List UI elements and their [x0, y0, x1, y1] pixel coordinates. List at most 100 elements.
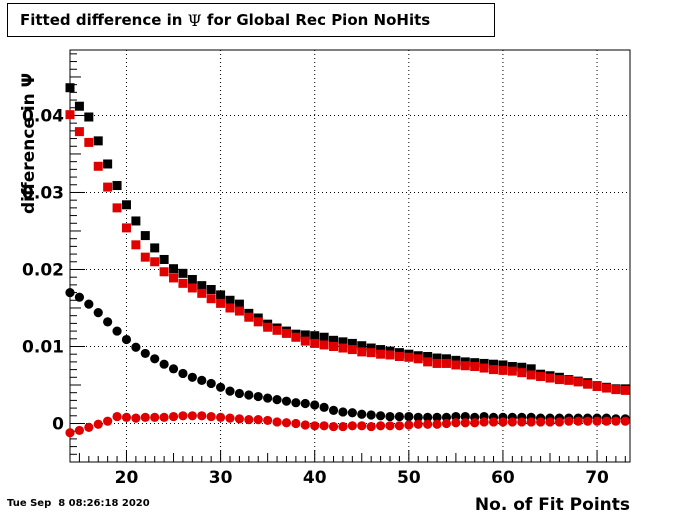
data-point — [140, 231, 150, 241]
data-point — [507, 417, 517, 427]
data-point — [253, 317, 263, 327]
data-point — [74, 425, 85, 436]
series-3 — [65, 287, 630, 424]
data-point — [84, 112, 94, 122]
data-point — [103, 416, 113, 426]
data-point — [328, 421, 339, 432]
data-point — [178, 268, 188, 278]
data-point — [507, 366, 517, 376]
data-point — [319, 340, 329, 350]
data-point — [347, 408, 357, 418]
data-point — [479, 417, 489, 427]
data-point — [498, 417, 508, 427]
data-point — [206, 378, 216, 389]
data-point — [423, 351, 433, 361]
data-point — [197, 411, 207, 421]
data-point — [357, 341, 367, 351]
data-point — [489, 365, 499, 375]
data-point — [225, 303, 235, 313]
data-point — [215, 382, 226, 392]
data-point — [103, 182, 113, 192]
data-point — [413, 354, 423, 364]
data-point — [187, 283, 197, 293]
data-point — [178, 411, 188, 421]
data-point — [131, 413, 141, 423]
data-point — [470, 362, 480, 372]
data-point — [131, 216, 141, 226]
data-point — [281, 418, 292, 428]
data-point — [103, 317, 113, 327]
data-point — [451, 355, 461, 365]
data-point — [423, 419, 433, 429]
y-tick-label: 0.01 — [22, 337, 64, 357]
data-point — [263, 393, 273, 403]
data-point — [93, 161, 103, 171]
data-point — [112, 181, 122, 191]
data-point — [319, 402, 329, 412]
y-tick-label: 0.04 — [22, 106, 64, 126]
data-point — [441, 354, 451, 364]
data-point — [121, 223, 131, 233]
data-point — [159, 254, 169, 264]
data-point — [423, 412, 433, 422]
data-point — [150, 257, 160, 267]
x-tick-label: 70 — [585, 468, 609, 488]
data-point — [385, 350, 395, 360]
title-suffix: for Global Rec Pion NoHits — [206, 11, 431, 29]
data-point — [451, 418, 461, 428]
timestamp: Tue Sep 8 08:26:18 2020 — [7, 498, 150, 509]
data-point — [366, 421, 376, 432]
data-point — [404, 352, 414, 362]
data-point — [263, 415, 273, 426]
data-point — [159, 359, 169, 369]
x-tick-label: 60 — [491, 468, 515, 488]
data-point — [281, 328, 291, 338]
data-point — [187, 372, 197, 382]
data-point — [93, 308, 103, 318]
grid — [70, 50, 630, 462]
data-point — [545, 417, 555, 427]
data-point — [366, 343, 376, 353]
data-point — [197, 281, 207, 291]
data-point — [432, 358, 442, 368]
data-point — [225, 295, 235, 305]
data-point — [526, 417, 536, 427]
data-point — [234, 306, 244, 316]
data-point — [488, 417, 499, 427]
data-point — [74, 292, 85, 302]
data-point — [103, 159, 113, 169]
data-point — [319, 421, 329, 431]
data-point — [234, 299, 244, 309]
data-point — [206, 411, 216, 422]
data-point — [479, 363, 489, 373]
data-point — [460, 418, 470, 428]
data-point — [376, 345, 386, 355]
data-point — [93, 136, 103, 146]
data-point — [536, 372, 546, 382]
data-point — [394, 421, 405, 431]
data-point — [272, 325, 282, 335]
data-point — [385, 421, 395, 431]
axis-ticks: 20 30 40 50 60 70 0 0.01 0.02 0.03 0.04 — [22, 53, 626, 488]
data-point — [394, 351, 404, 361]
data-point — [150, 412, 160, 422]
data-point — [300, 398, 310, 409]
data-point — [611, 385, 621, 395]
data-point — [441, 418, 452, 429]
data-point — [545, 373, 555, 383]
data-point — [385, 411, 395, 422]
data-point — [310, 338, 320, 348]
data-point — [573, 377, 583, 387]
data-point — [441, 358, 451, 368]
data-point — [517, 368, 527, 378]
data-point — [583, 379, 593, 389]
data-point — [112, 203, 122, 213]
data-point — [74, 101, 84, 111]
data-point — [338, 421, 348, 432]
data-point — [611, 416, 621, 426]
data-point — [329, 341, 339, 351]
data-point — [150, 243, 160, 253]
data-point — [460, 361, 470, 371]
data-point — [526, 370, 536, 380]
data-point — [366, 348, 376, 358]
